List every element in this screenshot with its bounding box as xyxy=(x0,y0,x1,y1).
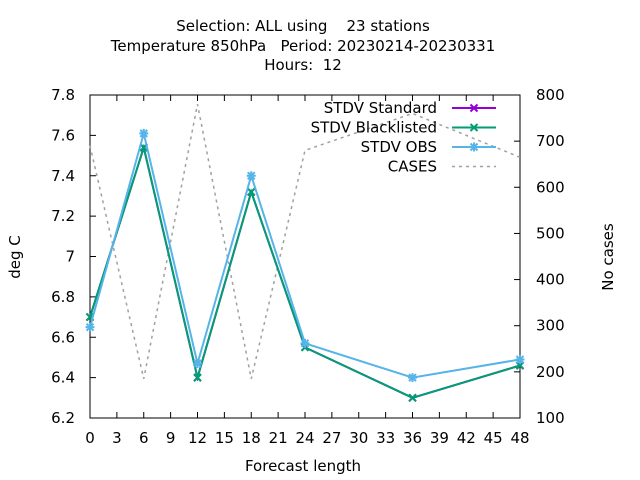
data-point-stdv-obs xyxy=(139,128,149,138)
data-point-stdv-blacklisted xyxy=(247,187,256,197)
series-line-stdv-standard xyxy=(89,143,521,399)
x-tick-label: 21 xyxy=(269,429,288,447)
x-tick-label: 0 xyxy=(85,429,95,447)
y2-tick-label: 800 xyxy=(536,86,565,104)
y-tick-label: 6.2 xyxy=(51,409,75,427)
legend-marker-stdv-standard xyxy=(469,103,479,113)
series-line-cases xyxy=(89,104,521,379)
x-tick-label: 42 xyxy=(457,429,476,447)
series-cases xyxy=(89,104,521,379)
data-point-stdv-blacklisted xyxy=(408,393,417,403)
legend-label-stdv-standard: STDV Standard xyxy=(324,99,437,117)
x-tick-label: 45 xyxy=(484,429,503,447)
y-tick-label: 6.6 xyxy=(51,328,75,346)
x-tick-label: 48 xyxy=(510,429,529,447)
data-point-stdv-obs xyxy=(515,354,525,364)
y2-tick-label: 200 xyxy=(536,363,565,381)
y-tick-label: 7.8 xyxy=(51,86,75,104)
x-tick-label: 6 xyxy=(139,429,149,447)
y-tick-label: 7.2 xyxy=(51,207,75,225)
y2-tick-label: 300 xyxy=(536,317,565,335)
data-point-marker xyxy=(408,393,417,403)
legend-marker-mark xyxy=(469,123,479,132)
legend-marker-stdv-blacklisted xyxy=(469,123,479,132)
axes: 0 3 6 9 12 15 18 21 24 27 30 33 36 39 42 45 486.26.46.66… xyxy=(51,86,565,447)
legend-label-stdv-blacklisted: STDV Blacklisted xyxy=(311,119,437,137)
y2-axis-label: No cases xyxy=(599,223,617,291)
data-point-stdv-obs xyxy=(193,358,202,368)
legend-marker-stdv-obs xyxy=(469,142,479,152)
series-stdv-obs xyxy=(85,128,525,383)
y2-tick-label: 100 xyxy=(536,409,565,427)
chart-title-line-2: Temperature 850hPa Period: 20230214-2023… xyxy=(110,37,496,55)
x-tick-label: 30 xyxy=(349,429,368,447)
x-tick-label: 18 xyxy=(242,429,261,447)
data-point-stdv-obs xyxy=(408,373,417,383)
x-tick-label: 15 xyxy=(215,429,234,447)
y-tick-label: 7 xyxy=(65,248,75,266)
x-tick-label: 24 xyxy=(295,429,314,447)
y2-tick-label: 500 xyxy=(536,224,565,242)
x-axis-label: Forecast length xyxy=(245,457,361,475)
y-tick-label: 7.6 xyxy=(51,126,75,144)
y2-tick-label: 700 xyxy=(536,132,565,150)
data-point-marker xyxy=(193,373,202,382)
x-tick-label: 9 xyxy=(166,429,176,447)
y-axis-label: deg C xyxy=(6,235,24,279)
legend-marker-mark xyxy=(469,103,479,113)
series-layer xyxy=(85,104,525,403)
y-tick-label: 6.8 xyxy=(51,288,75,306)
data-point-stdv-obs xyxy=(300,338,310,348)
x-tick-label: 36 xyxy=(403,429,422,447)
y2-tick-label: 600 xyxy=(536,178,565,196)
data-point-stdv-blacklisted xyxy=(193,373,202,382)
series-stdv-blacklisted xyxy=(85,143,525,403)
chart-title-line-1: Selection: ALL using 23 stations xyxy=(176,17,430,35)
x-tick-label: 3 xyxy=(112,429,122,447)
x-tick-label: 12 xyxy=(188,429,207,447)
y-tick-label: 6.4 xyxy=(51,369,75,387)
x-tick-label: 27 xyxy=(322,429,341,447)
series-line-stdv-blacklisted xyxy=(89,143,521,399)
data-point-marker xyxy=(247,187,256,197)
data-point-stdv-obs xyxy=(246,171,256,181)
data-point-marker xyxy=(85,312,95,322)
y2-tick-label: 400 xyxy=(536,271,565,289)
x-tick-label: 39 xyxy=(430,429,449,447)
y-tick-label: 7.4 xyxy=(51,167,75,185)
legend-label-stdv-obs: STDV OBS xyxy=(361,138,437,156)
x-tick-label: 33 xyxy=(376,429,395,447)
data-point-stdv-obs xyxy=(85,322,95,332)
legend-label-cases: CASES xyxy=(388,158,437,176)
chart-title-line-3: Hours: 12 xyxy=(264,56,342,74)
